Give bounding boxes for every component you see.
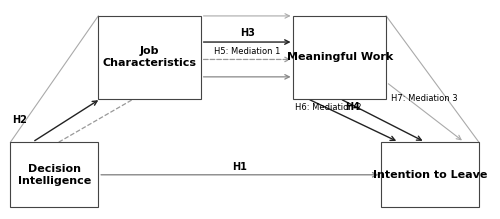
Text: H3: H3 — [240, 28, 254, 38]
Text: Intention to Leave: Intention to Leave — [373, 170, 488, 180]
Text: Decision
Intelligence: Decision Intelligence — [18, 164, 91, 185]
Bar — [294, 16, 386, 99]
Bar — [98, 16, 200, 99]
Text: H2: H2 — [12, 115, 26, 125]
Bar — [382, 142, 479, 207]
Text: H7: Mediation 3: H7: Mediation 3 — [391, 94, 458, 103]
Text: H1: H1 — [232, 162, 247, 171]
Text: H4: H4 — [344, 102, 360, 112]
Text: Meaningful Work: Meaningful Work — [286, 52, 393, 62]
Text: Job
Characteristics: Job Characteristics — [102, 46, 196, 68]
Text: H6: Mediation 2: H6: Mediation 2 — [296, 103, 362, 112]
Text: H5: Mediation 1: H5: Mediation 1 — [214, 47, 280, 56]
Bar — [10, 142, 99, 207]
